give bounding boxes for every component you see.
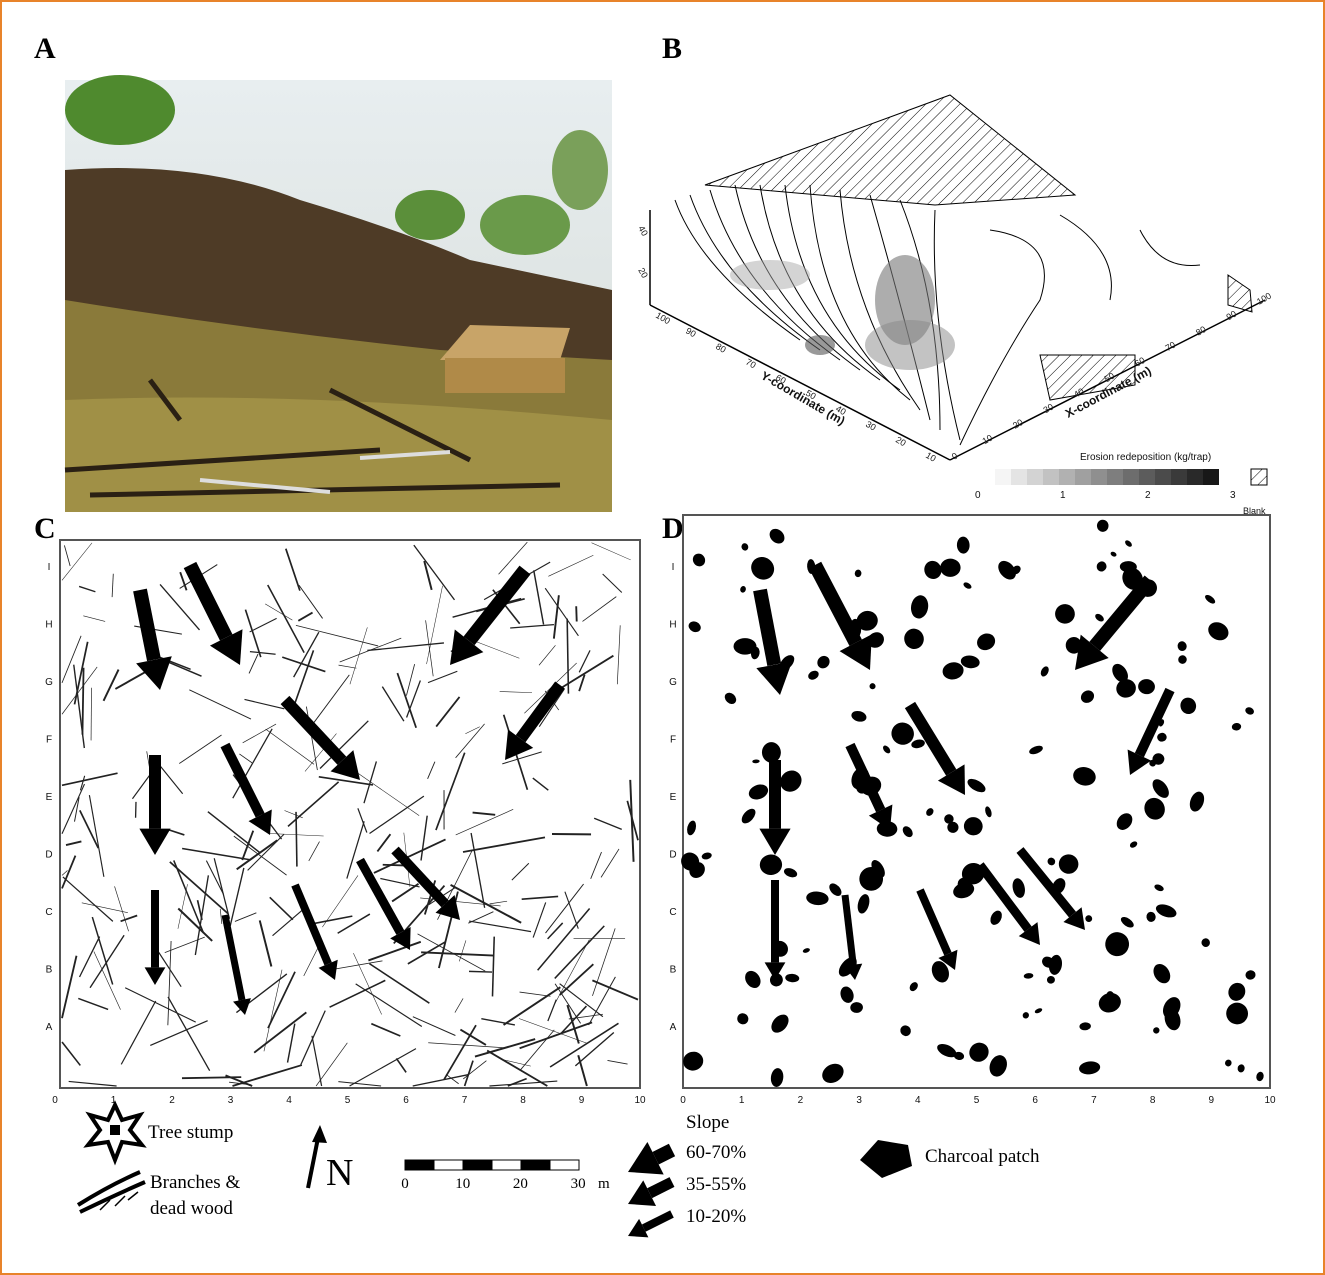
row-label: H	[45, 620, 52, 631]
column-label: 9	[1209, 1095, 1215, 1106]
column-label: 0	[52, 1095, 58, 1106]
row-label: D	[669, 850, 676, 861]
colorbar-swatch	[1027, 469, 1043, 485]
legend-label: Branches &	[150, 1172, 240, 1193]
colorbar-swatch	[1075, 469, 1091, 485]
colorbar-tick: 2	[1145, 490, 1151, 501]
row-label: E	[46, 792, 53, 803]
scale-label: 30	[571, 1176, 586, 1192]
map-c: ABCDEFGHI012345678910	[45, 540, 646, 1106]
branch	[576, 606, 577, 621]
column-label: 6	[1032, 1095, 1038, 1106]
column-label: 7	[1091, 1095, 1097, 1106]
column-label: 5	[345, 1095, 351, 1106]
row-label: H	[669, 620, 676, 631]
slope-class: 60-70%	[686, 1142, 746, 1163]
colorbar-swatch	[1251, 469, 1267, 485]
colorbar-swatch	[1059, 469, 1075, 485]
branch	[469, 971, 492, 972]
column-label: 8	[520, 1095, 526, 1106]
colorbar-title: Erosion redeposition (kg/trap)	[1080, 452, 1211, 463]
colorbar-swatch	[1123, 469, 1139, 485]
column-label: 1	[739, 1095, 745, 1106]
photo	[65, 75, 612, 512]
scale-label: 20	[513, 1176, 528, 1192]
slope-class: 10-20%	[686, 1206, 746, 1227]
column-label: 5	[974, 1095, 980, 1106]
map-d: A B C D E F G H I 0 1 2 3 4 5 6 7 8 9 10	[669, 515, 1276, 1106]
row-label: F	[46, 735, 52, 746]
scale-segment	[492, 1160, 521, 1170]
column-label: 3	[856, 1095, 862, 1106]
column-label: 9	[579, 1095, 585, 1106]
colorbar-swatch	[995, 469, 1011, 485]
panel-label: A	[34, 32, 56, 65]
row-label: F	[670, 735, 676, 746]
colorbar-blank: Blank	[1243, 506, 1266, 516]
scale-label: 0	[401, 1176, 409, 1192]
figure: A B C D	[0, 0, 1325, 1275]
row-label: C	[669, 907, 676, 918]
row-label: A	[670, 1022, 677, 1033]
scale-segment	[521, 1160, 550, 1170]
column-label: 3	[228, 1095, 234, 1106]
colorbar-swatch	[1139, 469, 1155, 485]
panel-label: D	[662, 512, 684, 545]
legend-label: dead wood	[150, 1198, 233, 1219]
legend-label: Slope	[686, 1112, 729, 1133]
colorbar-swatch	[1091, 469, 1107, 485]
colorbar-tick: 0	[975, 490, 981, 501]
row-label: B	[46, 965, 53, 976]
colorbar-swatch	[1171, 469, 1187, 485]
row-label: B	[670, 965, 677, 976]
scale-label: 10	[455, 1176, 470, 1192]
row-label: G	[669, 677, 677, 688]
colorbar-swatch	[1187, 469, 1203, 485]
legend-label: Charcoal patch	[925, 1146, 1040, 1167]
panel-label: B	[662, 32, 682, 65]
column-label: 2	[169, 1095, 175, 1106]
row-label: D	[45, 850, 52, 861]
column-label: 4	[915, 1095, 921, 1106]
row-label: G	[45, 677, 53, 688]
column-label: 8	[1150, 1095, 1156, 1106]
scale-segment	[463, 1160, 492, 1170]
column-label: 7	[462, 1095, 468, 1106]
column-label: 0	[680, 1095, 686, 1106]
column-label: 6	[403, 1095, 409, 1106]
colorbar-swatch	[1155, 469, 1171, 485]
colorbar-tick: 3	[1230, 490, 1236, 501]
column-label: 4	[286, 1095, 292, 1106]
scale-segment	[550, 1160, 579, 1170]
slope-class: 35-55%	[686, 1174, 746, 1195]
scale-segment	[405, 1160, 434, 1170]
colorbar-swatch	[1011, 469, 1027, 485]
colorbar-tick: 1	[1060, 490, 1066, 501]
column-label: 2	[798, 1095, 804, 1106]
panel-label: C	[34, 512, 56, 545]
branch	[82, 668, 83, 735]
row-label: I	[672, 562, 675, 573]
colorbar-swatch	[1043, 469, 1059, 485]
north-label: N	[326, 1152, 353, 1194]
legend-label: Tree stump	[148, 1122, 233, 1143]
column-label: 10	[634, 1095, 646, 1106]
slope-arrow	[656, 1150, 672, 1158]
row-label: A	[46, 1022, 53, 1033]
scale-segment	[434, 1160, 463, 1170]
row-label: I	[48, 562, 51, 573]
scale-unit: m	[598, 1176, 610, 1192]
colorbar-swatch	[1107, 469, 1123, 485]
row-label: E	[670, 792, 677, 803]
column-label: 10	[1264, 1095, 1276, 1106]
colorbar-swatch	[1203, 469, 1219, 485]
row-label: C	[45, 907, 52, 918]
